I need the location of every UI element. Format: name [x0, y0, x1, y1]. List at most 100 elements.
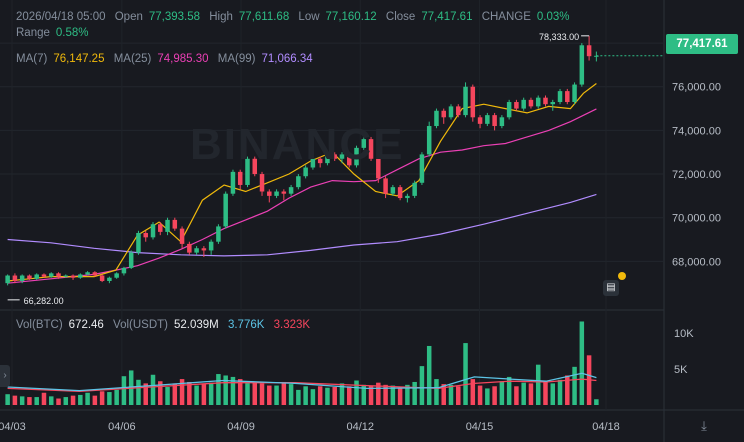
candle-body [78, 274, 83, 278]
volume-bar [594, 399, 599, 405]
candle-body [339, 154, 345, 159]
volume-tick-label: 10K [674, 328, 694, 340]
volume-bar [259, 383, 265, 405]
ma-header: MA(7) 76,147.25 MA(25) 74,985.30 MA(99) 71,… [16, 53, 319, 65]
datetime-text: 2026/04/18 05:00 [16, 11, 106, 23]
ma99-line [7, 193, 597, 257]
document-icon[interactable]: ▤ [603, 280, 619, 296]
candle-body [426, 126, 432, 155]
close-label: Close [385, 11, 416, 23]
volume-bar [63, 397, 69, 405]
candle-body [136, 232, 141, 253]
candle-body [543, 97, 548, 105]
volume-bar [412, 381, 417, 405]
volume-bar [245, 382, 250, 405]
volume-bar [485, 388, 490, 405]
candle-body [70, 275, 76, 278]
candle-body [19, 275, 25, 281]
volume-bar [361, 384, 367, 405]
price-tick-label: 76,000.00 [672, 82, 721, 94]
volume-bar [339, 383, 345, 405]
candle-body [477, 117, 483, 124]
candle-body [216, 226, 221, 242]
candle-body [535, 97, 541, 107]
fit-to-screen-icon[interactable]: ⤓ [701, 418, 707, 433]
candle-body [128, 252, 134, 268]
volume-bar [506, 376, 512, 405]
candle-body [470, 86, 476, 118]
candle-body [448, 106, 454, 118]
vol-btc-value: 672.46 [68, 319, 104, 331]
candle-body [5, 275, 10, 284]
price-tick-label: 74,000.00 [672, 125, 721, 137]
candle-body [121, 267, 127, 274]
current-price-tag: 77,417.61 [666, 34, 738, 54]
candle-body [346, 154, 352, 166]
candle-body [172, 219, 178, 229]
candle-body [376, 158, 381, 179]
volume-bar [419, 366, 425, 405]
volume-bar [448, 384, 454, 405]
low-annotation-label: 66,282.00 [24, 296, 64, 306]
high-value: 77,611.68 [238, 11, 290, 23]
candle-body [332, 154, 337, 159]
ma25-line [7, 108, 597, 284]
candle-body [27, 275, 32, 279]
candle-body [419, 154, 425, 183]
volume-bar [12, 395, 18, 405]
volume-bar [223, 375, 228, 405]
candle-body [361, 139, 367, 148]
volume-bar [325, 387, 330, 405]
chevron-right-icon[interactable]: › [0, 365, 10, 387]
candle-body [514, 102, 519, 109]
volume-bar [41, 392, 47, 405]
candle-body [463, 86, 468, 116]
high-annotation-label: 78,333.00 [539, 32, 579, 42]
volume-bar [172, 383, 178, 405]
candle-body [12, 275, 18, 281]
volume-bar [296, 389, 301, 405]
price-tick-label: 72,000.00 [672, 169, 721, 181]
price-tick-label: 70,000.00 [672, 213, 721, 225]
volume-bar [521, 382, 526, 405]
range-value: 0.58% [55, 27, 89, 39]
candle-body [325, 154, 330, 164]
volume-bar [543, 380, 548, 405]
time-tick-label: 04/06 [108, 421, 136, 433]
volume-bar [70, 395, 76, 405]
candle-body [441, 110, 446, 118]
candle-body [179, 228, 185, 244]
candle-body [230, 171, 236, 194]
volume-bar [252, 381, 258, 405]
candle-body [85, 272, 90, 275]
range-label: Range [16, 27, 50, 39]
candle-body [296, 176, 301, 188]
volume-bar [579, 321, 585, 405]
candle-body [317, 158, 323, 164]
volume-bar [477, 385, 483, 405]
notification-dot [618, 272, 626, 280]
time-tick-label: 04/18 [592, 421, 620, 433]
candle-body [310, 158, 316, 168]
open-value: 77,393.58 [148, 11, 201, 23]
low-value: 77,160.12 [325, 11, 377, 23]
candle-body [252, 158, 258, 175]
volume-bar [194, 385, 199, 405]
volume-bar [441, 384, 446, 405]
candle-body [506, 102, 512, 118]
volume-bar [27, 397, 32, 405]
volume-bar [136, 379, 141, 405]
high-label: High [209, 11, 233, 23]
volume-bar [303, 386, 308, 405]
time-tick-label: 04/09 [227, 421, 255, 433]
volume-bar [187, 381, 192, 405]
ma99-value: 71,066.34 [261, 53, 313, 65]
candle-body [237, 171, 243, 185]
volume-bar [310, 389, 316, 405]
volume-bar [150, 374, 156, 405]
candle-body [41, 274, 47, 277]
volume-bar [56, 398, 61, 405]
volume-bar [514, 386, 519, 405]
volume-bar [332, 387, 337, 405]
